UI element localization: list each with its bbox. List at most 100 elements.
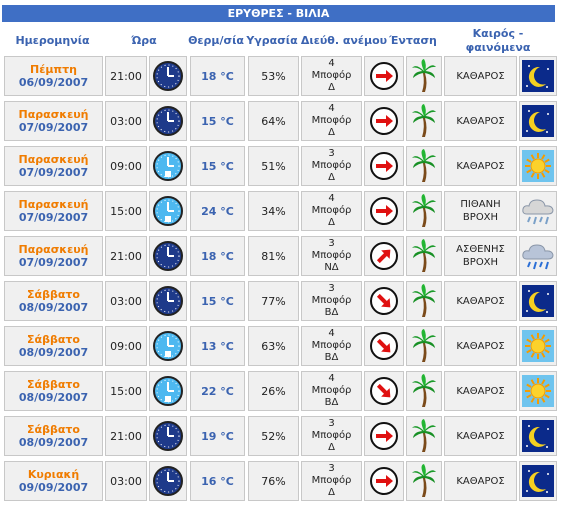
palm-tree-icon xyxy=(406,416,442,456)
palm-tree-icon xyxy=(406,236,442,276)
humidity-value: 76% xyxy=(248,461,299,501)
palm-tree-icon xyxy=(406,101,442,141)
humidity-value: 53% xyxy=(248,56,299,96)
wind-arrow-icon xyxy=(364,146,404,186)
palm-tree-icon xyxy=(406,281,442,321)
wind-cell: 4 Μποφόρ Δ xyxy=(301,191,362,231)
wind-unit: Μποφόρ xyxy=(311,475,352,486)
cloud-rain-light-icon xyxy=(519,191,557,231)
wind-direction: Δ xyxy=(328,487,335,498)
humidity-value: 34% xyxy=(248,191,299,231)
day-clock-icon xyxy=(149,191,187,231)
moon-icon xyxy=(519,416,557,456)
condition-cell: ΚΑΘΑΡΟΣ xyxy=(444,56,517,96)
time-value: 21:00 xyxy=(105,236,147,276)
condition-cell: ΑΣΘΕΝΗΣ ΒΡΟΧΗ xyxy=(444,236,517,276)
forecast-row: Παρασκευή 07/09/2007 09:00 15 °C 51% 3 Μ… xyxy=(2,145,557,187)
date-cell: Παρασκευή 07/09/2007 xyxy=(4,191,103,231)
date-value: 09/09/2007 xyxy=(18,481,89,494)
temperature-value: 18 °C xyxy=(190,236,245,276)
wind-unit: Μποφόρ xyxy=(311,385,352,396)
night-clock-icon xyxy=(149,236,187,276)
time-value: 09:00 xyxy=(105,326,147,366)
forecast-row: Σάββατο 08/09/2007 21:00 19 °C 52% 3 Μπο… xyxy=(2,415,557,457)
humidity-value: 77% xyxy=(248,281,299,321)
night-clock-icon xyxy=(149,101,187,141)
wind-direction: Δ xyxy=(328,127,335,138)
date-cell: Σάββατο 08/09/2007 xyxy=(4,416,103,456)
time-value: 03:00 xyxy=(105,101,147,141)
date-value: 08/09/2007 xyxy=(18,391,89,404)
forecast-row: Κυριακή 09/09/2007 03:00 16 °C 76% 3 Μπο… xyxy=(2,460,557,502)
wind-unit: Μποφόρ xyxy=(311,340,352,351)
forecast-row: Σάββατο 08/09/2007 09:00 13 °C 63% 4 Μπο… xyxy=(2,325,557,367)
time-value: 15:00 xyxy=(105,191,147,231)
wind-cell: 3 Μποφόρ Δ xyxy=(301,416,362,456)
date-cell: Πέμπτη 06/09/2007 xyxy=(4,56,103,96)
wind-unit: Μποφόρ xyxy=(311,295,352,306)
temperature-value: 15 °C xyxy=(190,146,245,186)
day-name: Πέμπτη xyxy=(30,63,77,76)
wind-direction: ΒΔ xyxy=(324,352,339,363)
condition-line-1: ΚΑΘΑΡΟΣ xyxy=(456,385,505,397)
palm-tree-icon xyxy=(406,56,442,96)
date-cell: Σάββατο 08/09/2007 xyxy=(4,371,103,411)
wind-direction: ΒΔ xyxy=(324,397,339,408)
humidity-value: 52% xyxy=(248,416,299,456)
day-name: Παρασκευή xyxy=(18,153,89,166)
wind-unit: Μποφόρ xyxy=(311,115,352,126)
moon-icon xyxy=(519,461,557,501)
header-weather: Καιρός - φαινόμενα xyxy=(465,27,531,54)
wind-cell: 3 Μποφόρ ΝΔ xyxy=(301,236,362,276)
condition-cell: ΚΑΘΑΡΟΣ xyxy=(444,101,517,141)
date-cell: Κυριακή 09/09/2007 xyxy=(4,461,103,501)
palm-tree-icon xyxy=(406,326,442,366)
condition-line-1: ΠΙΘΑΝΗ xyxy=(460,199,501,210)
header-date: Ημερομηνία xyxy=(15,34,90,47)
condition-cell: ΚΑΘΑΡΟΣ xyxy=(444,281,517,321)
time-value: 15:00 xyxy=(105,371,147,411)
day-clock-icon xyxy=(149,146,187,186)
wind-arrow-icon xyxy=(364,371,404,411)
wind-arrow-icon xyxy=(364,191,404,231)
wind-direction: Δ xyxy=(328,442,335,453)
time-value: 21:00 xyxy=(105,56,147,96)
day-clock-icon xyxy=(149,326,187,366)
time-value: 09:00 xyxy=(105,146,147,186)
humidity-value: 81% xyxy=(248,236,299,276)
condition-cell: ΚΑΘΑΡΟΣ xyxy=(444,326,517,366)
sun-icon xyxy=(519,326,557,366)
wind-arrow-icon xyxy=(364,461,404,501)
forecast-row: Πέμπτη 06/09/2007 21:00 18 °C 53% 4 Μποφ… xyxy=(2,55,557,97)
wind-arrow-icon xyxy=(364,56,404,96)
condition-line-2: ΒΡΟΧΗ xyxy=(462,257,499,268)
forecast-row: Σάββατο 08/09/2007 03:00 15 °C 77% 3 Μπο… xyxy=(2,280,557,322)
temperature-value: 19 °C xyxy=(190,416,245,456)
sun-icon xyxy=(519,146,557,186)
wind-unit: Μποφόρ xyxy=(311,250,352,261)
night-clock-icon xyxy=(149,56,187,96)
wind-unit: Μποφόρ xyxy=(311,205,352,216)
condition-line-1: ΚΑΘΑΡΟΣ xyxy=(456,70,505,82)
date-value: 08/09/2007 xyxy=(18,346,89,359)
cloud-rain-icon xyxy=(519,236,557,276)
day-name: Παρασκευή xyxy=(18,243,89,256)
day-name: Παρασκευή xyxy=(18,108,89,121)
header-humidity: Υγρασία xyxy=(246,34,298,47)
condition-line-2: ΒΡΟΧΗ xyxy=(462,212,499,223)
humidity-value: 51% xyxy=(248,146,299,186)
wind-cell: 3 Μποφόρ ΒΔ xyxy=(301,281,362,321)
wind-arrow-icon xyxy=(364,236,404,276)
day-name: Κυριακή xyxy=(27,468,80,481)
palm-tree-icon xyxy=(406,191,442,231)
header-temp: Θερμ/σία xyxy=(188,34,244,47)
wind-force: 4 xyxy=(328,373,335,384)
date-value: 07/09/2007 xyxy=(18,256,89,269)
wind-force: 3 xyxy=(328,238,335,249)
palm-tree-icon xyxy=(406,461,442,501)
temperature-value: 22 °C xyxy=(190,371,245,411)
day-clock-icon xyxy=(149,371,187,411)
condition-cell: ΚΑΘΑΡΟΣ xyxy=(444,416,517,456)
wind-cell: 4 Μποφόρ Δ xyxy=(301,101,362,141)
location-title: ΕΡΥΘΡΕΣ - ΒΙΛΙΑ xyxy=(2,5,555,22)
